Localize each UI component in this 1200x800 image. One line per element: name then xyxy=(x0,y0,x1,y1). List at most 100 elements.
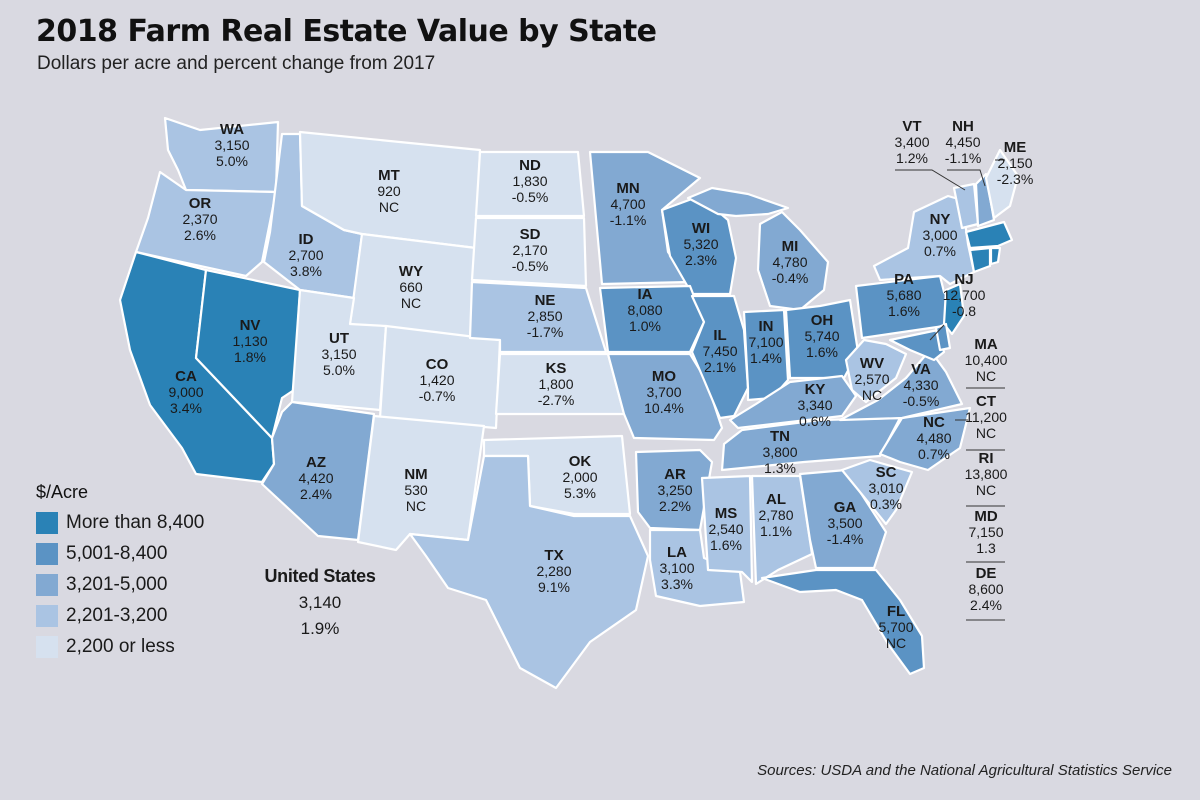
label-WY: WY 660 NC xyxy=(399,263,423,311)
change-OK: 5.3% xyxy=(564,485,596,501)
change-SD: -0.5% xyxy=(512,258,549,274)
us-summary: United States 3,140 1.9% xyxy=(250,566,390,639)
abbr-MT: MT xyxy=(378,167,400,184)
state-ME xyxy=(984,148,1020,220)
label-GA: GA 3,500 -1.4% xyxy=(827,499,864,547)
change-MA: NC xyxy=(976,368,996,384)
abbr-WA: WA xyxy=(220,121,244,138)
change-NJ: -0.8 xyxy=(952,303,976,319)
label-KS: KS 1,800 -2.7% xyxy=(538,360,575,408)
state-LA xyxy=(648,528,746,608)
change-KS: -2.7% xyxy=(538,392,575,408)
abbr-NM: NM xyxy=(404,466,427,483)
us-summary-title: United States xyxy=(264,566,376,586)
change-ND: -0.5% xyxy=(512,189,549,205)
abbr-TX: TX xyxy=(544,547,563,564)
value-RI: 13,800 xyxy=(965,466,1008,482)
change-CA: 3.4% xyxy=(170,400,202,416)
label-NH: NH 4,450 -1.1% xyxy=(945,118,982,166)
value-GA: 3,500 xyxy=(827,515,862,531)
leader-nj xyxy=(929,324,945,341)
abbr-VA: VA xyxy=(911,361,931,378)
abbr-UT: UT xyxy=(329,330,349,347)
legend-label: 2,200 or less xyxy=(66,635,175,657)
abbr-GA: GA xyxy=(834,499,857,516)
abbr-CT: CT xyxy=(976,393,996,410)
value-IL: 7,450 xyxy=(702,343,737,359)
leader-nh xyxy=(947,169,986,187)
abbr-ME: ME xyxy=(1004,139,1027,156)
label-ME: ME 2,150 -2.3% xyxy=(997,139,1034,187)
change-RI: NC xyxy=(976,482,996,498)
label-MD: MD 7,150 1.3 xyxy=(968,508,1003,556)
value-CO: 1,420 xyxy=(419,372,454,388)
map-subtitle: Dollars per acre and percent change from… xyxy=(37,53,436,74)
state-OR xyxy=(134,170,278,278)
legend-item: 3,201-5,000 xyxy=(36,569,204,600)
abbr-NY: NY xyxy=(930,211,951,228)
legend-label: More than 8,400 xyxy=(66,511,205,533)
change-AR: 2.2% xyxy=(659,498,691,514)
legend-item: More than 8,400 xyxy=(36,507,204,538)
value-FL: 5,700 xyxy=(878,619,913,635)
value-NE: 2,850 xyxy=(527,308,562,324)
abbr-NJ: NJ xyxy=(954,271,973,288)
state-IL xyxy=(690,294,750,420)
value-MS: 2,540 xyxy=(708,521,743,537)
label-AR: AR 3,250 2.2% xyxy=(657,466,692,514)
state-KY xyxy=(728,374,858,430)
value-IN: 7,100 xyxy=(748,334,783,350)
label-AZ: AZ 4,420 2.4% xyxy=(298,454,333,502)
change-SC: 0.3% xyxy=(870,496,902,512)
abbr-MA: MA xyxy=(974,336,997,353)
abbr-TN: TN xyxy=(770,428,790,445)
value-OH: 5,740 xyxy=(804,328,839,344)
abbr-IA: IA xyxy=(638,286,653,303)
change-AL: 1.1% xyxy=(760,523,792,539)
abbr-KS: KS xyxy=(546,360,567,377)
abbr-MS: MS xyxy=(715,505,738,522)
change-IL: 2.1% xyxy=(704,359,736,375)
state-RI xyxy=(989,246,1002,266)
value-TX: 2,280 xyxy=(536,563,571,579)
change-CO: -0.7% xyxy=(419,388,456,404)
change-MO: 10.4% xyxy=(644,400,684,416)
abbr-IN: IN xyxy=(759,318,774,335)
abbr-AL: AL xyxy=(766,491,786,508)
us-summary-value: 3,140 xyxy=(298,593,342,612)
legend-item: 2,201-3,200 xyxy=(36,600,204,631)
state-SC xyxy=(840,458,914,526)
abbr-MO: MO xyxy=(652,368,676,385)
abbr-NC: NC xyxy=(923,414,945,431)
value-VA: 4,330 xyxy=(903,377,938,393)
abbr-NV: NV xyxy=(240,317,261,334)
state-WV xyxy=(844,338,908,404)
label-TN: TN 3,800 1.3% xyxy=(762,428,797,476)
value-OR: 2,370 xyxy=(182,211,217,227)
state-VA xyxy=(838,348,964,422)
change-TX: 9.1% xyxy=(538,579,570,595)
abbr-OR: OR xyxy=(189,195,212,212)
value-AZ: 4,420 xyxy=(298,470,333,486)
abbr-VT: VT xyxy=(902,118,921,135)
label-VA: VA 4,330 -0.5% xyxy=(903,361,940,409)
abbr-ID: ID xyxy=(299,231,314,248)
value-UT: 3,150 xyxy=(321,346,356,362)
label-PA: PA 5,680 1.6% xyxy=(886,271,921,319)
value-KS: 1,800 xyxy=(538,376,573,392)
value-NH: 4,450 xyxy=(945,134,980,150)
legend-swatch xyxy=(36,511,58,534)
abbr-DE: DE xyxy=(976,565,997,582)
label-WI: WI 5,320 2.3% xyxy=(683,220,718,268)
value-KY: 3,340 xyxy=(797,397,832,413)
label-UT: UT 3,150 5.0% xyxy=(321,330,356,378)
value-VT: 3,400 xyxy=(894,134,929,150)
change-MN: -1.1% xyxy=(610,212,647,228)
abbr-MI: MI xyxy=(782,238,799,255)
abbr-IL: IL xyxy=(713,327,726,344)
label-FL: FL 5,700 NC xyxy=(878,603,913,651)
label-ID: ID 2,700 3.8% xyxy=(288,231,323,279)
abbr-NH: NH xyxy=(952,118,974,135)
value-MD: 7,150 xyxy=(968,524,1003,540)
